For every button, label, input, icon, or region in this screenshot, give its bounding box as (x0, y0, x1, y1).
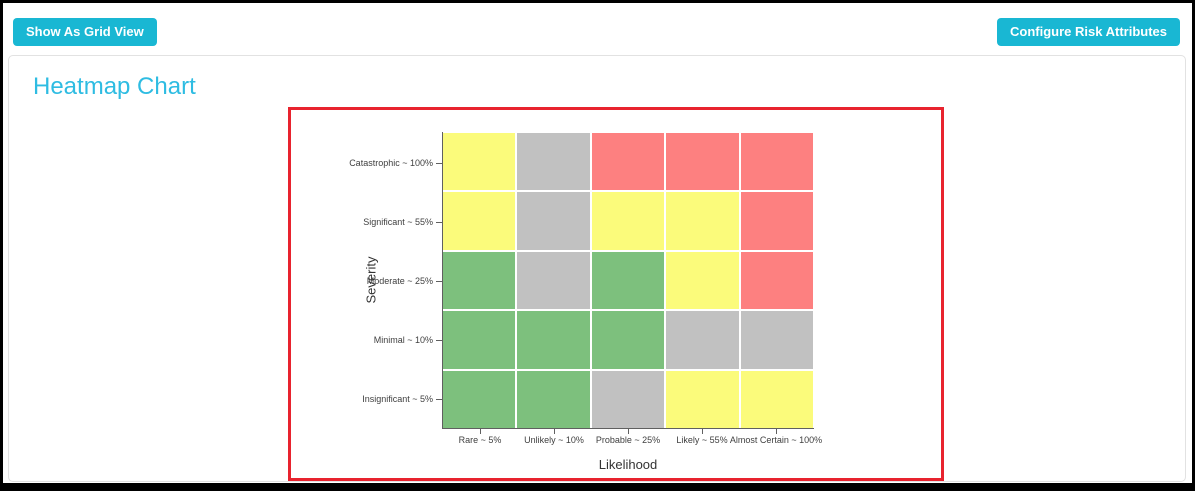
y-axis-tick-label: Minimal ~ 10% (373, 335, 433, 345)
x-axis-tick-label: Almost Certain ~ 100% (729, 435, 823, 445)
heatmap-plot (443, 133, 813, 428)
heatmap-cell[interactable] (443, 192, 516, 250)
heatmap-cell[interactable] (666, 133, 739, 191)
x-axis-tick (776, 429, 777, 434)
heatmap-cell[interactable] (591, 311, 665, 369)
x-axis-tick (480, 429, 481, 434)
y-axis-tick (436, 399, 442, 400)
heatmap-cell[interactable] (591, 133, 665, 191)
y-axis-tick-label: Significant ~ 55% (363, 217, 433, 227)
x-axis-tick-label: Likely ~ 55% (676, 435, 728, 445)
heatmap-cell[interactable] (591, 370, 665, 428)
y-axis-tick-label: Catastrophic ~ 100% (349, 158, 433, 168)
heatmap-cell[interactable] (443, 251, 516, 310)
y-axis-tick (436, 340, 442, 341)
heatmap-cell[interactable] (443, 370, 516, 428)
heatmap-cell[interactable] (740, 370, 813, 428)
heatmap-cell[interactable] (666, 370, 739, 428)
page-content: Show As Grid View Configure Risk Attribu… (3, 3, 1192, 483)
heatmap-cell[interactable] (517, 311, 590, 369)
y-axis-tick-label: Moderate ~ 25% (366, 276, 433, 286)
x-axis-tick (702, 429, 703, 434)
toolbar: Show As Grid View Configure Risk Attribu… (13, 18, 1182, 48)
heatmap-cell[interactable] (740, 192, 813, 250)
heatmap-panel: Heatmap Chart Severity Likelihood Catast… (8, 55, 1186, 482)
show-as-grid-view-button[interactable]: Show As Grid View (13, 18, 157, 47)
page-title: Heatmap Chart (33, 73, 196, 100)
y-axis-tick (436, 163, 442, 164)
x-axis-tick (628, 429, 629, 434)
heatmap-cell[interactable] (740, 251, 813, 310)
heatmap-cell[interactable] (517, 133, 590, 191)
configure-risk-attributes-button[interactable]: Configure Risk Attributes (997, 18, 1180, 47)
heatmap-chart: Severity Likelihood Catastrophic ~ 100% S… (291, 110, 941, 478)
x-axis-tick-label: Unlikely ~ 10% (524, 435, 584, 445)
heatmap-cell[interactable] (740, 133, 813, 191)
heatmap-cell[interactable] (666, 192, 739, 250)
y-axis-tick (436, 281, 442, 282)
x-axis-tick-label: Probable ~ 25% (595, 435, 661, 445)
x-axis-tick (554, 429, 555, 434)
heatmap-cell[interactable] (517, 251, 590, 310)
heatmap-cell[interactable] (443, 133, 516, 191)
heatmap-cell[interactable] (443, 311, 516, 369)
heatmap-cell[interactable] (517, 192, 590, 250)
heatmap-cell[interactable] (591, 251, 665, 310)
x-axis-line (442, 428, 814, 429)
y-axis-tick (436, 222, 442, 223)
heatmap-chart-frame: Severity Likelihood Catastrophic ~ 100% S… (288, 107, 944, 481)
x-axis-tick-label: Rare ~ 5% (458, 435, 502, 445)
heatmap-cell[interactable] (666, 251, 739, 310)
heatmap-cell[interactable] (591, 192, 665, 250)
x-axis-title: Likelihood (598, 457, 658, 472)
heatmap-cell[interactable] (517, 370, 590, 428)
y-axis-tick-label: Insignificant ~ 5% (362, 394, 433, 404)
heatmap-cell[interactable] (666, 311, 739, 369)
heatmap-cell[interactable] (740, 311, 813, 369)
y-axis-line (442, 132, 443, 429)
